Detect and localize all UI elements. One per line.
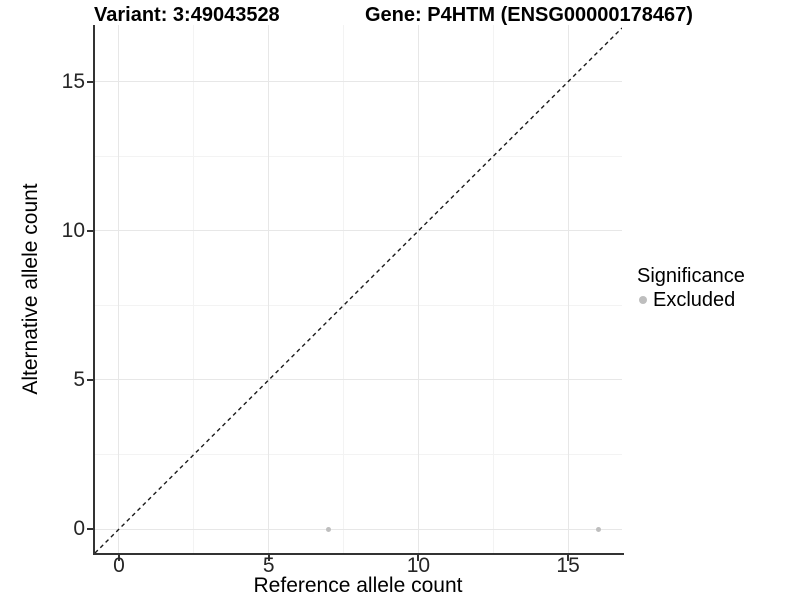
legend-items: Excluded [637,290,745,310]
gridline-y-minor [95,155,622,157]
x-tick-label: 5 [262,554,275,577]
x-axis-title: Reference allele count [253,574,463,597]
gridline-y-minor [95,454,622,456]
gridline-x-minor [492,25,494,553]
y-tick-mark [87,80,93,83]
x-tick-mark [417,555,420,561]
legend: Significance Excluded [637,264,745,310]
y-axis-title: Alternative allele count [19,183,42,395]
gridline-x-major [417,25,419,553]
y-tick-label: 10 [61,218,85,242]
gridline-x-major [567,25,569,553]
legend-key-dot [639,296,647,304]
x-tick-mark [267,555,270,561]
gridline-y-major [95,81,622,83]
plot-panel [95,25,622,553]
legend-item-label: Excluded [653,289,736,311]
gridline-x-major [118,25,120,553]
y-tick-mark [87,229,93,232]
gridline-y-major [95,528,622,530]
x-tick-label: 10 [406,554,431,577]
y-tick-mark [87,378,93,381]
y-tick-mark [87,528,93,531]
y-tick-label: 15 [61,69,85,93]
gridline-x-major [268,25,270,553]
plot-title-variant: Variant: 3:49043528 [94,4,280,26]
identity-dashed-line [95,27,622,553]
gridline-y-major [95,379,622,381]
data-point [595,526,601,532]
y-axis-line [93,25,95,555]
x-tick-label: 0 [113,554,125,577]
legend-title: Significance [637,265,745,287]
gridline-y-minor [95,304,622,306]
y-tick-label: 0 [73,517,85,541]
x-axis-line [93,553,624,555]
legend-item: Excluded [637,290,745,310]
gridline-x-minor [343,25,345,553]
y-tick-label: 5 [73,367,85,391]
data-point [326,526,332,532]
gridline-x-minor [193,25,195,553]
x-tick-label: 15 [556,554,580,577]
gridline-y-major [95,230,622,232]
plot-title-gene: Gene: P4HTM (ENSG00000178467) [365,4,693,26]
x-tick-mark [567,555,570,561]
x-tick-mark [117,555,120,561]
